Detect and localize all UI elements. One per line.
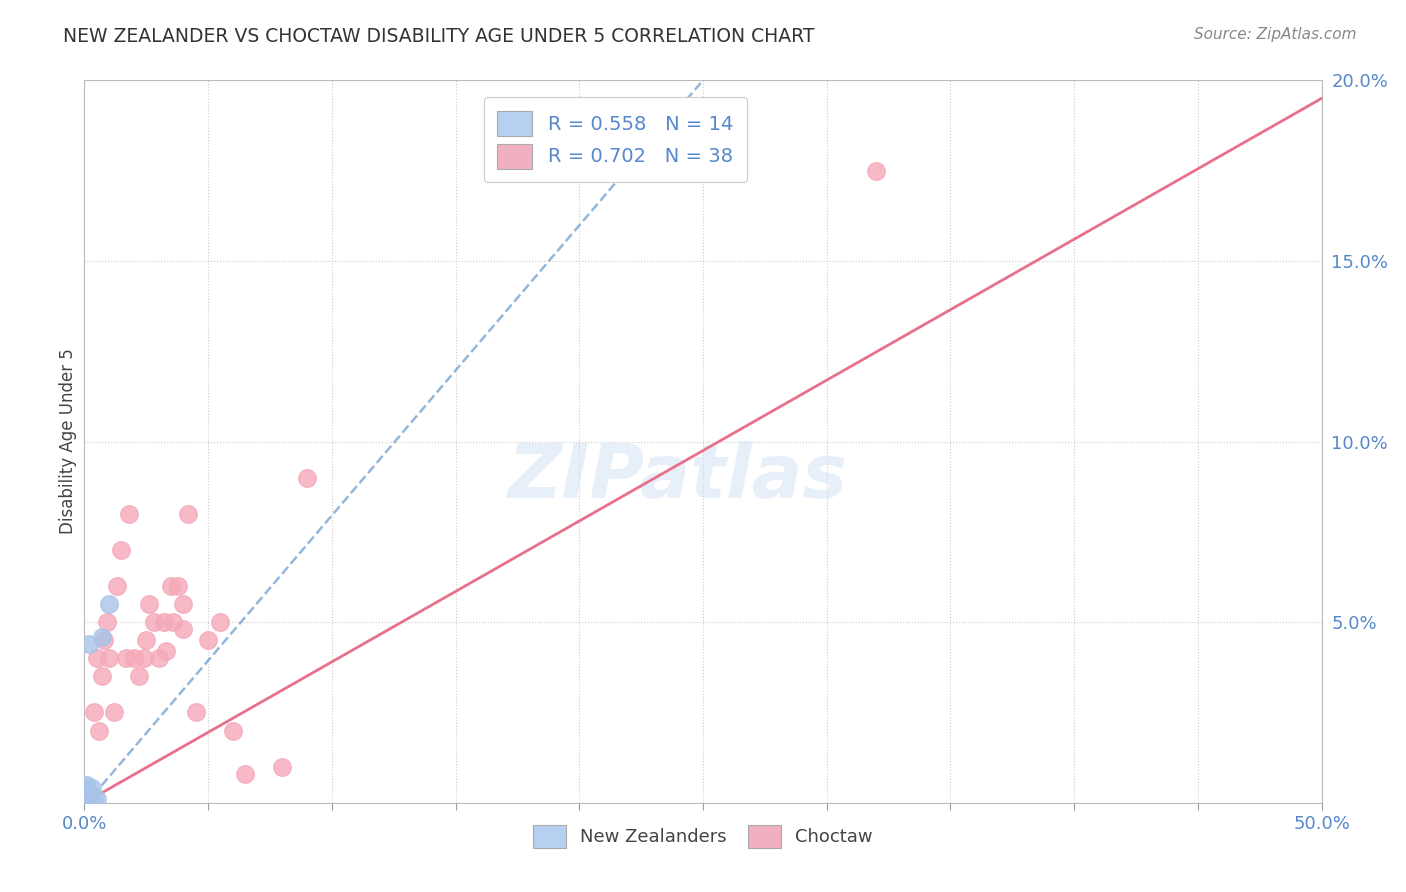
Text: ZIPatlas: ZIPatlas [508,442,848,514]
Point [172,597,194,611]
Point [135,633,157,648]
Point [295,471,318,485]
Point [80,781,103,796]
Point [76,792,98,806]
Point [103,706,125,720]
Point [93,633,115,648]
Point [177,507,200,521]
Point [76,778,98,792]
Point [128,669,150,683]
Point [79,792,101,806]
Point [152,615,174,630]
Point [79,637,101,651]
Point [76,781,98,796]
Point [98,597,121,611]
Point [118,507,141,521]
Y-axis label: Disability Age Under 5: Disability Age Under 5 [59,349,77,534]
Point [110,542,132,557]
Point [155,644,177,658]
Point [209,615,232,630]
Point [76,792,98,806]
Point [167,579,190,593]
Point [160,579,183,593]
Point [96,615,118,630]
Point [162,615,184,630]
Point [222,723,245,738]
Point [148,651,170,665]
Text: NEW ZEALANDER VS CHOCTAW DISABILITY AGE UNDER 5 CORRELATION CHART: NEW ZEALANDER VS CHOCTAW DISABILITY AGE … [63,27,814,45]
Point [142,615,165,630]
Legend: New Zealanders, Choctaw: New Zealanders, Choctaw [526,818,880,855]
Point [865,163,887,178]
Text: Source: ZipAtlas.com: Source: ZipAtlas.com [1194,27,1357,42]
Point [83,706,105,720]
Point [271,760,294,774]
Point [76,792,98,806]
Point [76,789,98,803]
Point [79,792,101,806]
Point [76,785,98,799]
Point [184,706,207,720]
Point [172,623,194,637]
Point [90,669,112,683]
Point [86,792,108,806]
Point [233,767,256,781]
Point [197,633,219,648]
Point [105,579,128,593]
Point [79,789,101,803]
Point [90,630,112,644]
Point [132,651,155,665]
Point [89,723,111,738]
Point [1038,55,1060,70]
Point [83,792,105,806]
Point [138,597,160,611]
Point [115,651,138,665]
Point [98,651,121,665]
Point [86,651,108,665]
Point [122,651,145,665]
